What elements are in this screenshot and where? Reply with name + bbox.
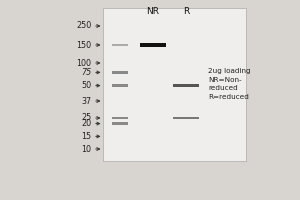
Bar bbox=[140, 43, 166, 47]
Bar bbox=[173, 117, 199, 119]
Text: 25: 25 bbox=[81, 114, 92, 122]
Text: 2ug loading
NR=Non-
reduced
R=reduced: 2ug loading NR=Non- reduced R=reduced bbox=[208, 68, 251, 100]
Text: 37: 37 bbox=[81, 97, 92, 106]
Text: R: R bbox=[183, 6, 189, 16]
Bar bbox=[112, 84, 128, 87]
Bar bbox=[112, 44, 128, 46]
Text: 10: 10 bbox=[82, 144, 92, 154]
Bar bbox=[173, 84, 199, 87]
Bar bbox=[112, 71, 128, 74]
Text: 15: 15 bbox=[81, 132, 92, 141]
Text: NR: NR bbox=[146, 6, 160, 16]
Text: 100: 100 bbox=[76, 58, 92, 68]
Bar bbox=[103, 8, 246, 161]
Text: 150: 150 bbox=[76, 40, 92, 49]
Bar bbox=[112, 117, 128, 119]
Text: 75: 75 bbox=[81, 68, 92, 77]
Text: 50: 50 bbox=[81, 81, 92, 90]
Text: 20: 20 bbox=[81, 119, 92, 128]
Bar bbox=[112, 122, 128, 125]
Text: 250: 250 bbox=[76, 21, 92, 30]
